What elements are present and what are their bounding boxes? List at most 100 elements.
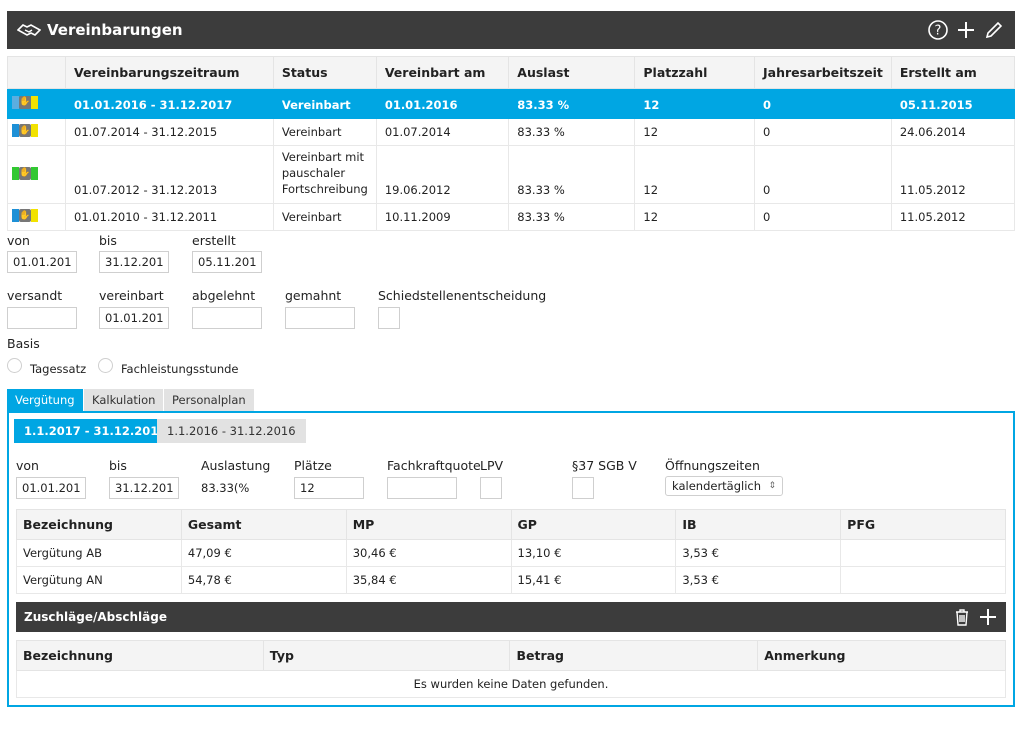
- places-cell: 12: [634, 203, 756, 231]
- column-header[interactable]: Vereinbarungszeitraum: [65, 56, 274, 89]
- add-icon[interactable]: [955, 19, 977, 41]
- auslastung-value: 83.33(%: [201, 481, 250, 495]
- lpv-field[interactable]: [480, 477, 502, 499]
- panel-von-field[interactable]: [16, 477, 86, 499]
- status-color-right: [31, 124, 38, 137]
- status-color-left: [12, 209, 19, 222]
- tagessatz-label: Tagessatz: [30, 362, 87, 376]
- table-row[interactable]: Vergütung AB 47,09 € 30,46 € 13,10 € 3,5…: [16, 539, 1006, 567]
- tab-kalkulation[interactable]: Kalkulation: [84, 389, 164, 411]
- table-row[interactable]: ✋ 01.07.2012 - 31.12.2013 Vereinbart mit…: [7, 145, 1016, 204]
- column-header[interactable]: Jahresarbeitszeit: [754, 56, 892, 89]
- status-cell: Vereinbart: [272, 118, 377, 146]
- column-header[interactable]: Bezeichnung: [16, 640, 264, 671]
- column-header[interactable]: Vereinbart am: [375, 56, 510, 89]
- agreed-cell: 19.06.2012: [375, 145, 510, 204]
- bis-field[interactable]: [99, 251, 169, 273]
- hours-cell: 0: [754, 118, 892, 146]
- chevron-updown-icon: ⇕: [768, 481, 776, 491]
- gesamt-cell: 47,09 €: [180, 539, 347, 567]
- edit-icon[interactable]: [983, 19, 1005, 41]
- erstellt-label: erstellt: [192, 233, 236, 248]
- column-header[interactable]: Status: [272, 56, 377, 89]
- hours-cell: 0: [754, 203, 892, 231]
- help-icon[interactable]: ?: [927, 19, 949, 41]
- places-cell: 12: [634, 118, 756, 146]
- oeffnungszeiten-value: kalendertäglich: [672, 479, 762, 493]
- gemahnt-field[interactable]: [285, 307, 355, 329]
- mp-cell: 30,46 €: [345, 539, 512, 567]
- status-icon-cell: ✋: [7, 145, 66, 204]
- abgelehnt-field[interactable]: [192, 307, 262, 329]
- status-color-right: [31, 95, 38, 109]
- mp-cell: 35,84 €: [345, 566, 512, 594]
- gesamt-cell: 54,78 €: [180, 566, 347, 594]
- tab-period-2017[interactable]: 1.1.2017 - 31.12.2017: [14, 419, 177, 443]
- versandt-field[interactable]: [7, 307, 77, 329]
- verguetung-table: Bezeichnung Gesamt MP GP IB PFG Vergütun…: [16, 509, 1006, 594]
- status-cell: Vereinbart mit pauschaler Fortschreibung: [272, 145, 377, 204]
- agreed-cell: 10.11.2009: [375, 203, 510, 231]
- period-cell: 01.07.2014 - 31.12.2015: [65, 118, 274, 146]
- fachkraft-field[interactable]: [387, 477, 457, 499]
- column-header[interactable]: Typ: [262, 640, 511, 671]
- zuschlaege-table: Bezeichnung Typ Betrag Anmerkung Es wurd…: [16, 640, 1006, 698]
- column-header[interactable]: Anmerkung: [757, 640, 1006, 671]
- basis-label: Basis: [7, 336, 40, 351]
- column-header[interactable]: GP: [510, 509, 677, 540]
- zuschlaege-header: Zuschläge/Abschläge: [16, 602, 1006, 632]
- versandt-label: versandt: [7, 288, 63, 303]
- trash-icon[interactable]: [952, 607, 972, 627]
- handshake-icon: ✋: [19, 209, 31, 222]
- schiedstelle-field[interactable]: [378, 307, 400, 329]
- plaetze-field[interactable]: [294, 477, 364, 499]
- erstellt-field[interactable]: [192, 251, 262, 273]
- column-header[interactable]: PFG: [840, 509, 1006, 540]
- table-row[interactable]: Vergütung AN 54,78 € 35,84 € 15,41 € 3,5…: [16, 566, 1006, 594]
- oeffnungszeiten-select[interactable]: kalendertäglich ⇕: [665, 476, 783, 496]
- column-header[interactable]: Erstellt am: [890, 56, 1016, 89]
- table-header-row: Vereinbarungszeitraum Status Vereinbart …: [7, 56, 1016, 89]
- tab-personalplan[interactable]: Personalplan: [164, 389, 254, 411]
- column-header: [7, 56, 66, 89]
- table-row[interactable]: ✋ 01.07.2014 - 31.12.2015 Vereinbart 01.…: [7, 118, 1016, 146]
- sgb-field[interactable]: [572, 477, 594, 499]
- empty-message: Es wurden keine Daten gefunden.: [16, 670, 1006, 698]
- table-row[interactable]: ✋ 01.01.2016 - 31.12.2017 Vereinbart 01.…: [7, 88, 1016, 119]
- tab-period-2016[interactable]: 1.1.2016 - 31.12.2016: [157, 419, 306, 443]
- created-cell: 05.11.2015: [890, 88, 1016, 119]
- status-icon-cell: ✋: [7, 88, 66, 119]
- hours-cell: 0: [754, 88, 892, 119]
- add-icon[interactable]: [978, 607, 998, 627]
- von-field[interactable]: [7, 251, 77, 273]
- panel-von-label: von: [16, 458, 39, 473]
- column-header[interactable]: MP: [345, 509, 512, 540]
- status-color-left: [12, 166, 19, 180]
- sgb-label: §37 SGB V: [572, 458, 637, 473]
- table-header-row: Bezeichnung Typ Betrag Anmerkung: [16, 640, 1006, 671]
- load-cell: 83.33 %: [508, 118, 636, 146]
- created-cell: 11.05.2012: [890, 145, 1016, 204]
- tab-verguetung[interactable]: Vergütung: [7, 389, 83, 411]
- places-cell: 12: [634, 88, 756, 119]
- handshake-icon: ✋: [19, 124, 31, 137]
- vereinbart-field[interactable]: [99, 307, 169, 329]
- status-cell: Vereinbart: [272, 203, 377, 231]
- table-row[interactable]: ✋ 01.01.2010 - 31.12.2011 Vereinbart 10.…: [7, 203, 1016, 231]
- pfg-cell: [840, 566, 1006, 594]
- vereinbart-label: vereinbart: [99, 288, 164, 303]
- column-header[interactable]: Auslast: [508, 56, 636, 89]
- column-header[interactable]: Betrag: [509, 640, 759, 671]
- column-header[interactable]: Bezeichnung: [16, 509, 182, 540]
- column-header[interactable]: IB: [675, 509, 842, 540]
- column-header[interactable]: Platzzahl: [634, 56, 756, 89]
- lpv-label: LPV: [480, 458, 504, 473]
- status-color-left: [12, 95, 19, 109]
- auslastung-label: Auslastung: [201, 458, 271, 473]
- fachleistungsstunde-radio[interactable]: [98, 358, 113, 373]
- panel-bis-field[interactable]: [109, 477, 179, 499]
- ib-cell: 3,53 €: [675, 566, 842, 594]
- tagessatz-radio[interactable]: [7, 358, 22, 373]
- status-color-right: [31, 166, 38, 180]
- column-header[interactable]: Gesamt: [180, 509, 347, 540]
